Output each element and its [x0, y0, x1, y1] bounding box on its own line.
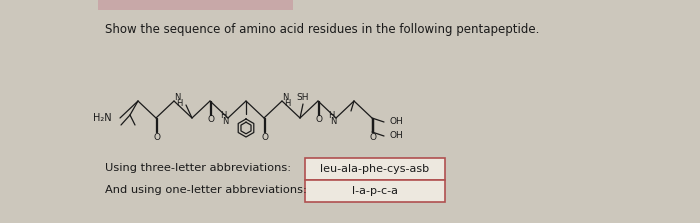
- Text: H: H: [328, 112, 334, 120]
- Text: O: O: [153, 132, 160, 142]
- Text: N: N: [222, 116, 228, 126]
- Bar: [98, 0, 293, 10]
- Text: H: H: [284, 99, 290, 107]
- Text: H₂N: H₂N: [93, 113, 112, 123]
- Text: Show the sequence of amino acid residues in the following pentapeptide.: Show the sequence of amino acid residues…: [105, 23, 540, 36]
- Text: OH: OH: [389, 118, 402, 126]
- Bar: [305, 180, 445, 202]
- Text: leu-ala-phe-cys-asb: leu-ala-phe-cys-asb: [321, 164, 430, 174]
- Text: N: N: [282, 93, 288, 103]
- Text: l-a-p-c-a: l-a-p-c-a: [352, 186, 398, 196]
- Text: H: H: [220, 112, 226, 120]
- Text: SH: SH: [297, 93, 309, 103]
- Text: O: O: [207, 116, 214, 124]
- Text: And using one-letter abbreviations:: And using one-letter abbreviations:: [105, 185, 307, 195]
- Text: O: O: [369, 132, 376, 142]
- Text: OH: OH: [389, 132, 402, 140]
- Text: H: H: [176, 99, 182, 107]
- Text: N: N: [330, 116, 336, 126]
- Text: Using three-letter abbreviations:: Using three-letter abbreviations:: [105, 163, 291, 173]
- Text: N: N: [174, 93, 180, 103]
- Text: O: O: [315, 116, 322, 124]
- Bar: [305, 158, 445, 180]
- Text: O: O: [261, 132, 268, 142]
